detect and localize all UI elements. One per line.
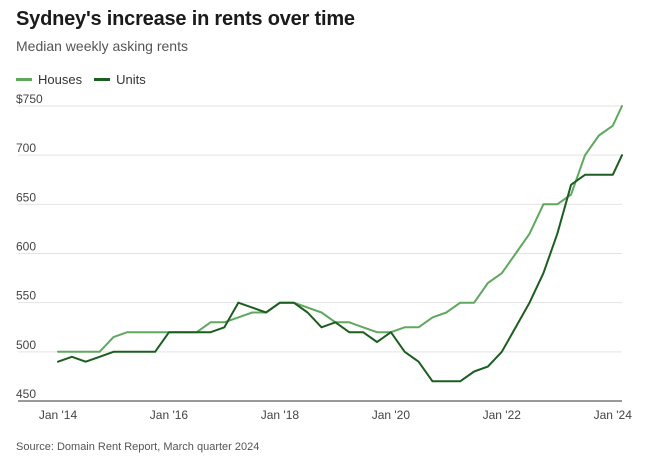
- y-tick-label: 500: [16, 338, 36, 352]
- series-line-units: [57, 154, 623, 383]
- legend-item-units: Units: [94, 72, 146, 87]
- legend-label-units: Units: [116, 72, 146, 87]
- x-tick-label: Jan '24: [594, 408, 633, 422]
- chart-title: Sydney's increase in rents over time: [16, 8, 355, 30]
- y-tick-label: 700: [16, 141, 36, 155]
- legend-label-houses: Houses: [38, 72, 83, 87]
- legend-swatch-units: [94, 78, 111, 81]
- legend: Houses Units: [16, 72, 158, 87]
- x-tick-label: Jan '20: [372, 408, 411, 422]
- x-tick-label: Jan '14: [39, 408, 78, 422]
- chart-subtitle: Median weekly asking rents: [16, 38, 188, 54]
- y-tick-label: 600: [16, 240, 36, 254]
- y-tick-label: 550: [16, 289, 36, 303]
- y-tick-label: $750: [16, 92, 43, 106]
- x-tick-label: Jan '16: [150, 408, 189, 422]
- y-tick-label: 650: [16, 190, 36, 204]
- x-tick-label: Jan '22: [483, 408, 522, 422]
- legend-item-houses: Houses: [16, 72, 82, 87]
- x-tick-label: Jan '18: [261, 408, 300, 422]
- series-line-houses: [57, 105, 623, 353]
- source-note: Source: Domain Rent Report, March quarte…: [16, 441, 260, 453]
- legend-swatch-houses: [16, 78, 32, 81]
- y-tick-label: 450: [16, 387, 36, 401]
